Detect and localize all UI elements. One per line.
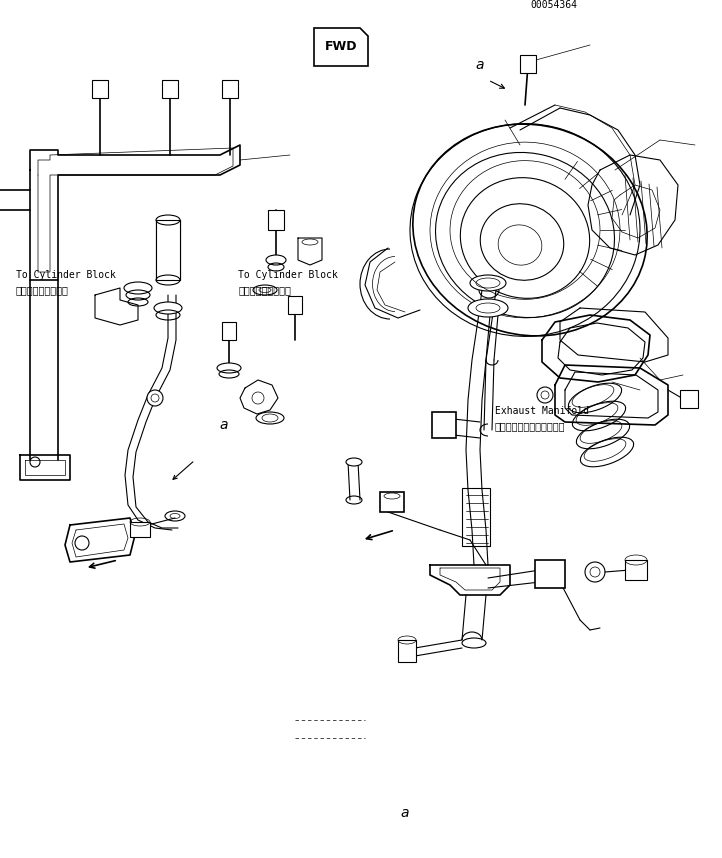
Bar <box>535 560 565 588</box>
Text: a: a <box>476 58 484 72</box>
Bar <box>156 220 180 280</box>
Bar <box>288 296 302 314</box>
Ellipse shape <box>266 255 286 265</box>
Text: To Cylinder Block: To Cylinder Block <box>238 269 338 280</box>
Bar <box>92 80 108 98</box>
Polygon shape <box>314 28 368 66</box>
Bar <box>222 322 236 340</box>
Text: 00054364: 00054364 <box>531 0 578 10</box>
Text: a: a <box>219 418 228 432</box>
Ellipse shape <box>154 302 182 314</box>
Bar <box>680 390 698 408</box>
Bar <box>162 80 178 98</box>
Ellipse shape <box>470 275 506 291</box>
Ellipse shape <box>217 363 241 373</box>
Ellipse shape <box>468 299 508 317</box>
Bar <box>462 488 490 546</box>
Text: a: a <box>400 807 409 820</box>
Bar <box>268 210 284 230</box>
Text: エキゾーストマニホールド: エキゾーストマニホールド <box>495 421 565 432</box>
Text: Exhaust Manifold: Exhaust Manifold <box>495 406 588 416</box>
Bar <box>222 80 238 98</box>
Bar <box>432 412 456 438</box>
Text: To Cylinder Block: To Cylinder Block <box>16 269 116 280</box>
Text: シリンダブロックへ: シリンダブロックへ <box>16 285 69 295</box>
Text: FWD: FWD <box>325 40 357 53</box>
Bar <box>625 560 647 580</box>
Bar <box>130 522 150 537</box>
Ellipse shape <box>346 458 362 466</box>
Ellipse shape <box>124 282 152 294</box>
Bar <box>380 492 404 512</box>
Bar <box>398 640 416 662</box>
Circle shape <box>147 390 163 406</box>
Text: シリンダブロックへ: シリンダブロックへ <box>238 285 291 295</box>
Circle shape <box>537 387 553 403</box>
Bar <box>520 55 536 73</box>
